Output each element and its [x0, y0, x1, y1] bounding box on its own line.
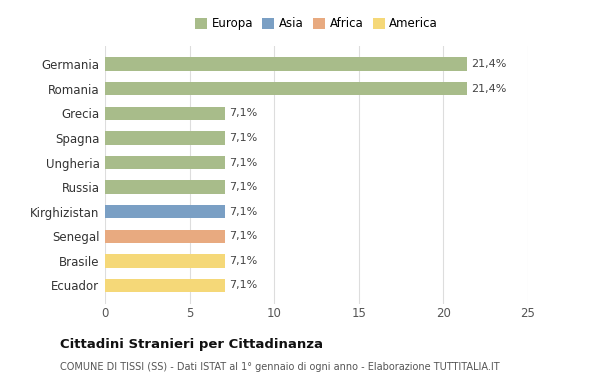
Bar	[105, 156, 225, 169]
Text: 7,1%: 7,1%	[229, 182, 257, 192]
Text: COMUNE DI TISSI (SS) - Dati ISTAT al 1° gennaio di ogni anno - Elaborazione TUTT: COMUNE DI TISSI (SS) - Dati ISTAT al 1° …	[60, 363, 500, 372]
Text: 7,1%: 7,1%	[229, 256, 257, 266]
Legend: Europa, Asia, Africa, America: Europa, Asia, Africa, America	[190, 13, 443, 35]
Text: 7,1%: 7,1%	[229, 108, 257, 118]
Text: 7,1%: 7,1%	[229, 231, 257, 241]
Text: 7,1%: 7,1%	[229, 280, 257, 290]
Bar	[105, 180, 225, 194]
Text: 7,1%: 7,1%	[229, 207, 257, 217]
Text: 21,4%: 21,4%	[472, 59, 506, 69]
Bar	[105, 205, 225, 218]
Bar	[105, 106, 225, 120]
Bar	[105, 279, 225, 292]
Bar	[105, 131, 225, 145]
Text: Cittadini Stranieri per Cittadinanza: Cittadini Stranieri per Cittadinanza	[60, 338, 323, 351]
Bar	[105, 82, 467, 95]
Bar	[105, 230, 225, 243]
Text: 7,1%: 7,1%	[229, 157, 257, 168]
Text: 21,4%: 21,4%	[472, 84, 506, 94]
Bar	[105, 57, 467, 71]
Text: 7,1%: 7,1%	[229, 133, 257, 143]
Bar	[105, 254, 225, 268]
